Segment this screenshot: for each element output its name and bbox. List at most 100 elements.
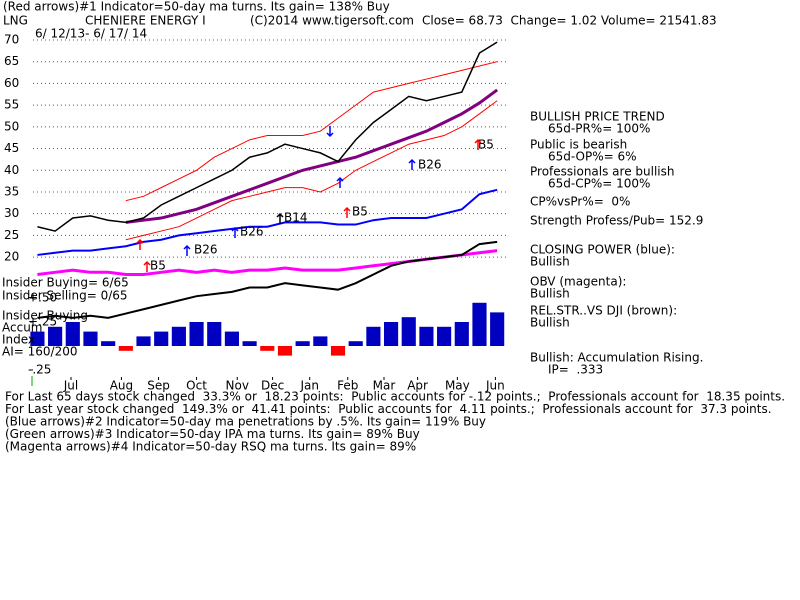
y-tick-label: 40 <box>4 163 19 177</box>
x-tick-label: Mar <box>373 379 396 393</box>
accum-bar <box>154 331 169 346</box>
accum-bar <box>207 321 222 346</box>
y-tick-label: 30 <box>4 206 19 220</box>
accum-bar <box>472 302 487 346</box>
y-tick-label: 65 <box>4 54 19 68</box>
x-tick-label: Aug <box>110 379 133 393</box>
x-tick-label: Jul <box>63 379 78 393</box>
series-line <box>125 100 498 241</box>
accum-bar <box>48 326 63 346</box>
x-tick-label: Apr <box>407 379 428 393</box>
accum-bar <box>454 321 469 346</box>
annotation: B26 <box>240 225 264 239</box>
right-panel-text: 65d-OP%= 6% <box>548 150 637 164</box>
right-panel-text: BULLISH PRICE TREND <box>530 110 665 124</box>
x-tick-label: Sep <box>147 379 170 393</box>
arrow-head <box>336 176 344 182</box>
y-tick-label: 25 <box>4 228 19 242</box>
accum-bar <box>118 345 133 351</box>
accum-bar <box>366 326 381 346</box>
accum-bar <box>136 336 151 346</box>
left-label: Index <box>2 333 35 347</box>
chart-title: CHENIERE ENERGY I <box>85 14 206 28</box>
arrow-head <box>474 138 482 144</box>
header-line: (Red arrows)#1 Indicator=50-day ma turns… <box>3 0 390 14</box>
accum-bar <box>30 331 45 346</box>
accum-bar <box>437 326 452 346</box>
accum-bar <box>260 345 275 351</box>
accum-bar <box>330 345 346 356</box>
y-tick-label: 35 <box>4 184 19 198</box>
x-tick-label: Dec <box>261 379 284 393</box>
right-panel-text: CP%vsPr%= 0% <box>530 195 630 209</box>
right-panel-text: Bullish <box>530 316 570 330</box>
accum-bar <box>171 326 186 346</box>
series-line <box>37 240 498 319</box>
y-tick-label: 50 <box>4 119 19 133</box>
accum-bar <box>101 341 116 346</box>
accum-bar <box>65 321 80 346</box>
arrow-head <box>343 206 351 212</box>
left-label: AI= 160/200 <box>2 345 77 359</box>
annotation: B5 <box>352 205 368 219</box>
accum-bar <box>348 341 363 346</box>
x-tick-label: Feb <box>337 379 358 393</box>
x-tick-label: May <box>445 379 470 393</box>
accum-bar <box>401 317 416 346</box>
right-panel-text: Bullish: Accumulation Rising. <box>530 351 703 365</box>
accum-bar <box>313 336 328 346</box>
right-panel-text: Bullish <box>530 287 570 301</box>
accum-bar <box>490 312 505 346</box>
annotation: B26 <box>194 243 218 257</box>
arrow-head <box>231 226 239 232</box>
accum-bar <box>419 326 434 346</box>
footer-line: For Last 65 days stock changed 33.3% or … <box>5 390 785 404</box>
x-tick-label: Jan <box>299 379 319 393</box>
x-tick-label: Oct <box>186 379 207 393</box>
y-tick-label: 55 <box>4 98 19 112</box>
left-label: Accum <box>2 321 43 335</box>
y2-tick-label: +.25 <box>28 314 57 328</box>
left-label: Insider Buying <box>2 309 88 323</box>
accum-bar <box>224 331 239 346</box>
arrow-head <box>408 158 416 164</box>
date-range: 6/ 12/13- 6/ 17/ 14 <box>35 27 147 41</box>
y-tick-label: 45 <box>4 141 19 155</box>
y-tick-label: 60 <box>4 76 19 90</box>
arrow-head <box>276 212 284 218</box>
series-line <box>125 61 498 202</box>
arrow-head <box>183 244 191 250</box>
right-panel-text: Public is bearish <box>530 138 627 152</box>
series-line <box>37 188 498 256</box>
accum-bar <box>189 321 204 346</box>
arrow-head <box>326 132 334 138</box>
footer-line: (Blue arrows)#2 Indicator=50-day ma pene… <box>5 415 486 429</box>
left-label: Insider Selling= 0/65 <box>2 289 128 303</box>
footer-line: (Green arrows)#3 Indicator=50-day IPA ma… <box>5 427 420 441</box>
right-panel-text: IP= .333 <box>548 363 603 377</box>
right-panel-text: Professionals are bullish <box>530 165 675 179</box>
right-panel-text: Strength Profess/Pub= 152.9 <box>530 214 703 228</box>
right-panel-text: Bullish <box>530 255 570 269</box>
footer-line: (Magenta arrows)#4 Indicator=50-day RSQ … <box>5 440 416 454</box>
right-panel-text: CLOSING POWER (blue): <box>530 243 675 257</box>
copyright: (C)2014 www.tigersoft.com <box>250 14 414 28</box>
arrow-head <box>136 238 144 244</box>
accum-bar <box>83 331 98 346</box>
arrow-head <box>143 260 151 266</box>
accum-bar <box>383 321 399 346</box>
footer-line: For Last year stock changed 149.3% or 41… <box>5 402 772 416</box>
left-label: Insider Buying= 6/65 <box>2 276 129 290</box>
series-line <box>125 88 499 224</box>
right-panel-text: REL.STR..VS DJI (brown): <box>530 304 677 318</box>
annotation: B5 <box>478 138 494 152</box>
accum-bar <box>295 341 310 346</box>
accum-bar <box>277 345 293 356</box>
x-tick-label: Jun <box>485 379 505 393</box>
accum-bar <box>242 341 257 346</box>
right-panel-text: OBV (magenta): <box>530 275 626 289</box>
annotation: B14 <box>284 211 308 225</box>
y-tick-label: 70 <box>4 32 19 46</box>
